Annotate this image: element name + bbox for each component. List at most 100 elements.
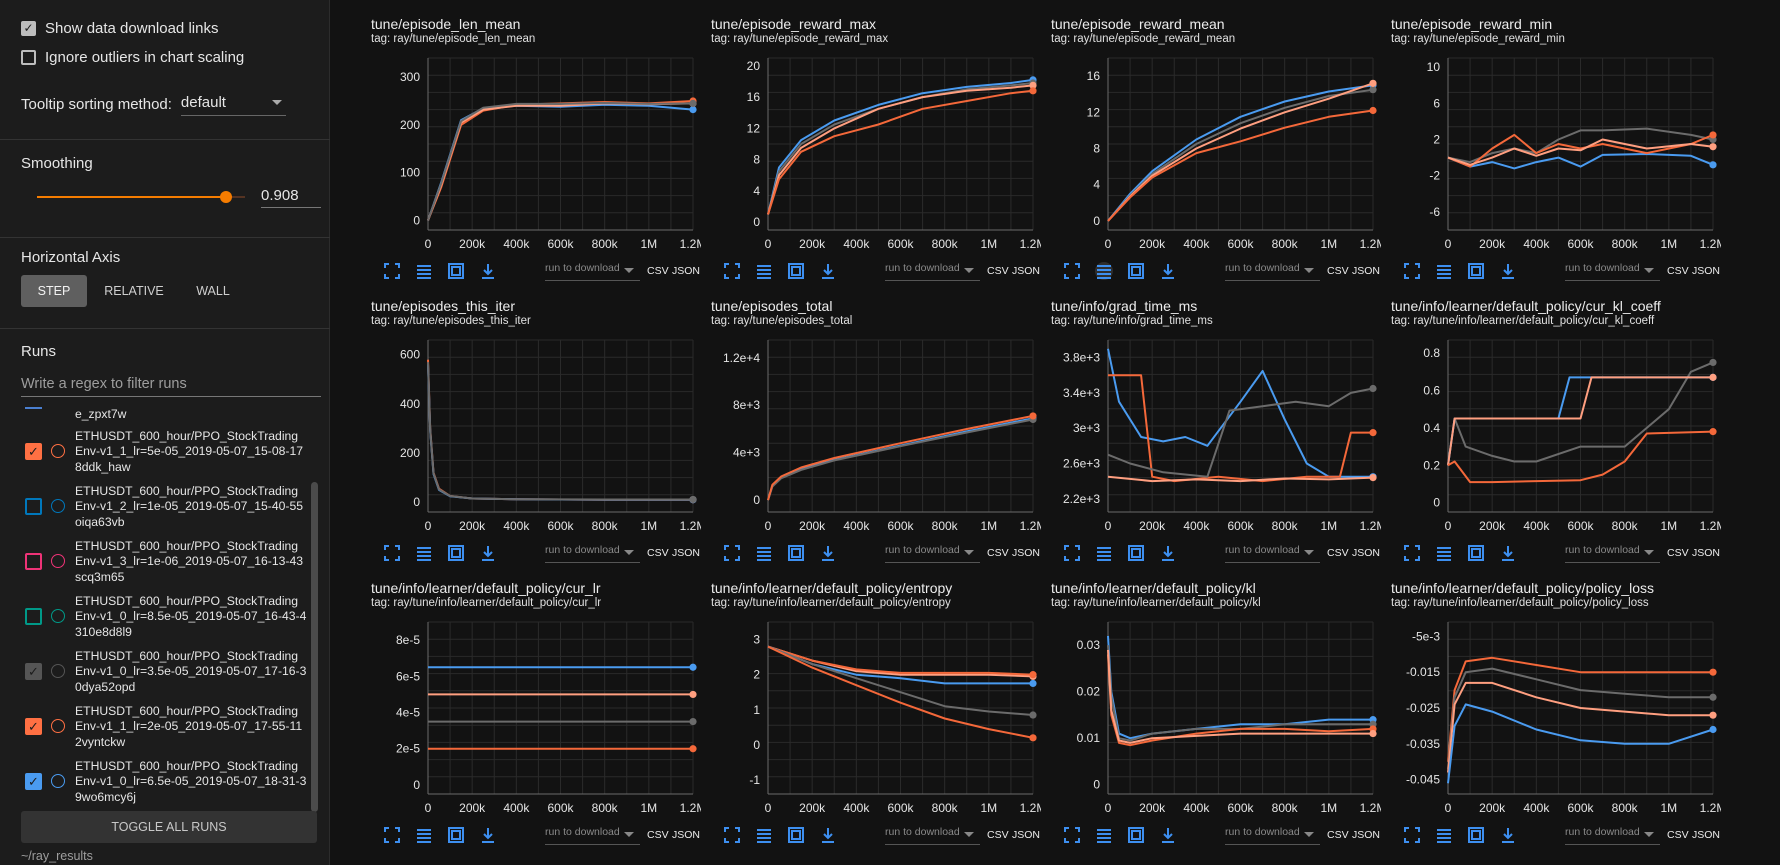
fullscreen-icon[interactable] (1403, 262, 1421, 280)
run-download-select[interactable]: run to download (1565, 262, 1660, 281)
download-csv-link[interactable]: CSV (1327, 265, 1349, 277)
log-scale-icon[interactable] (1435, 826, 1453, 844)
runs-scrollbar[interactable] (311, 482, 318, 812)
line-chart[interactable]: 1.2e+4 8e+3 4e+3 00 200k 400k 600k 800k 1M 1.2M (711, 332, 1041, 542)
series-line[interactable] (1107, 475, 1374, 483)
download-csv-link[interactable]: CSV (647, 547, 669, 559)
run-download-select[interactable]: run to download (1225, 262, 1320, 281)
run-color-circle-icon[interactable] (51, 664, 65, 678)
fit-domain-icon[interactable] (447, 826, 465, 844)
fullscreen-icon[interactable] (383, 262, 401, 280)
series-line[interactable] (1447, 703, 1714, 784)
series-line[interactable] (767, 418, 1034, 501)
fit-domain-icon[interactable] (1127, 262, 1145, 280)
fullscreen-icon[interactable] (1403, 544, 1421, 562)
series-end-point[interactable] (1369, 729, 1377, 738)
series-end-point[interactable] (1709, 131, 1717, 139)
series-end-point[interactable] (1709, 143, 1717, 151)
run-item[interactable]: ETHUSDT_600_hour/PPO_StockTrading Env-v1… (0, 484, 320, 536)
smoothing-slider-thumb[interactable] (219, 191, 232, 203)
series-end-point[interactable] (1709, 428, 1717, 436)
run-checkbox-unchecked-icon[interactable] (25, 608, 42, 625)
smoothing-value-input[interactable]: 0.908 (261, 187, 321, 208)
download-csv-link[interactable]: CSV (647, 829, 669, 841)
fit-domain-icon[interactable] (1467, 544, 1485, 562)
line-chart[interactable]: 8e-5 6e-5 4e-5 2e-5 00 200k 400k 600k 800k 1M 1.2M (371, 614, 701, 824)
log-scale-icon[interactable] (755, 544, 773, 562)
download-json-link[interactable]: JSON (1012, 829, 1041, 841)
run-download-select[interactable]: run to download (1225, 826, 1320, 845)
series-line[interactable] (1447, 133, 1714, 168)
series-end-point[interactable] (1709, 373, 1717, 381)
line-chart[interactable]: 3.8e+3 3.4e+3 3e+3 2.6e+3 2.2e+3 0 200k 400k 600… (1051, 332, 1381, 542)
run-item[interactable]: ✓ ETHUSDT_600_hour/PPO_StockTrading Env-v… (0, 649, 320, 701)
log-scale-icon[interactable] (415, 544, 433, 562)
series-line[interactable] (767, 645, 1034, 716)
download-json-link[interactable]: JSON (1692, 547, 1721, 559)
series-line[interactable] (427, 362, 693, 501)
series-end-point[interactable] (1029, 412, 1037, 420)
log-scale-icon[interactable] (1095, 544, 1113, 562)
run-checkbox-unchecked-icon[interactable] (25, 498, 42, 515)
series-end-point[interactable] (689, 106, 697, 114)
download-icon[interactable] (819, 262, 837, 280)
run-item[interactable]: ✓ ETHUSDT_600_hour/PPO_StockTrading Env-v… (0, 704, 320, 756)
axis-wall-button[interactable]: WALL (196, 284, 230, 298)
toggle-all-runs-button[interactable]: TOGGLE ALL RUNS (21, 811, 317, 843)
fullscreen-icon[interactable] (723, 262, 741, 280)
run-color-circle-icon[interactable] (51, 774, 65, 788)
series-end-point[interactable] (1029, 679, 1037, 688)
run-download-select[interactable]: run to download (545, 262, 640, 281)
series-end-point[interactable] (1369, 384, 1377, 393)
fit-domain-icon[interactable] (1467, 826, 1485, 844)
log-scale-icon[interactable] (1095, 826, 1113, 844)
line-chart[interactable]: 3 2 1 0 -1 0 200k 400k 600k 800k 1M 1.2M (711, 614, 1041, 824)
fit-domain-icon[interactable] (447, 262, 465, 280)
download-icon[interactable] (819, 544, 837, 562)
log-scale-icon[interactable] (755, 262, 773, 280)
download-csv-link[interactable]: CSV (987, 547, 1009, 559)
download-json-link[interactable]: JSON (1692, 265, 1721, 277)
download-csv-link[interactable]: CSV (1327, 829, 1349, 841)
series-line[interactable] (767, 78, 1034, 215)
fullscreen-icon[interactable] (1403, 826, 1421, 844)
fit-domain-icon[interactable] (787, 826, 805, 844)
download-csv-link[interactable]: CSV (647, 265, 669, 277)
fullscreen-icon[interactable] (723, 826, 741, 844)
series-line[interactable] (1447, 656, 1713, 762)
series-end-point[interactable] (1709, 668, 1717, 676)
run-checkbox-checked-icon[interactable]: ✓ (25, 773, 42, 790)
download-csv-link[interactable]: CSV (1667, 829, 1689, 841)
series-end-point[interactable] (689, 99, 697, 107)
series-line[interactable] (1447, 138, 1714, 166)
run-checkbox-unchecked-icon[interactable] (25, 553, 42, 570)
run-item[interactable]: ETHUSDT_600_hour/PPO_StockTrading Env-v1… (0, 594, 320, 646)
runs-filter-input[interactable]: Write a regex to filter runs (21, 376, 321, 397)
run-download-select[interactable]: run to download (885, 544, 980, 563)
series-line[interactable] (767, 645, 1034, 739)
download-json-link[interactable]: JSON (1012, 265, 1041, 277)
series-line[interactable] (1447, 430, 1714, 484)
download-json-link[interactable]: JSON (672, 265, 701, 277)
fullscreen-icon[interactable] (1063, 262, 1081, 280)
run-download-select[interactable]: run to download (545, 544, 640, 563)
series-line[interactable] (767, 645, 1034, 676)
download-json-link[interactable]: JSON (1352, 265, 1381, 277)
download-csv-link[interactable]: CSV (1667, 265, 1689, 277)
line-chart[interactable]: 20 16 12 8 4 00 200k 400k 600k 800k 1M 1.2M (711, 50, 1041, 260)
run-color-circle-icon[interactable] (51, 554, 65, 568)
series-end-point[interactable] (689, 745, 697, 753)
run-item[interactable]: ✓ ETHUSDT_600_hour/PPO_StockTrading Env-v… (0, 759, 320, 811)
line-chart[interactable]: 600 400 200 00 200k 400k 600k 800k 1M 1.2M (371, 332, 701, 542)
log-scale-icon[interactable] (415, 262, 433, 280)
ignore-outliers-toggle[interactable]: Ignore outliers in chart scaling (0, 44, 330, 70)
checkbox-unchecked-icon[interactable] (21, 49, 36, 65)
series-end-point[interactable] (1369, 429, 1377, 437)
fit-domain-icon[interactable] (787, 262, 805, 280)
log-scale-icon[interactable] (1435, 262, 1453, 280)
tooltip-sorting-select[interactable]: default (180, 92, 286, 116)
series-end-point[interactable] (689, 495, 697, 504)
fullscreen-icon[interactable] (723, 544, 741, 562)
series-end-point[interactable] (1029, 734, 1037, 742)
series-end-point[interactable] (1029, 711, 1037, 719)
